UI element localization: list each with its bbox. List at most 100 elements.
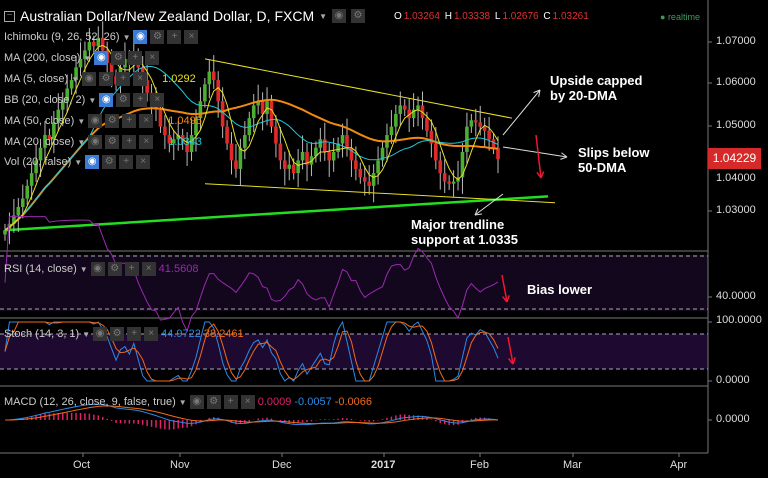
visibility-icon[interactable]: ◉ <box>85 155 100 169</box>
chevron-down-icon[interactable]: ▼ <box>178 397 187 407</box>
candle-body <box>447 181 451 184</box>
indicator-legend-row[interactable]: MA (20, close) ▼ ◉ ⚙ + × 1.0343 <box>4 135 202 149</box>
chevron-down-icon[interactable]: ▼ <box>122 32 131 42</box>
indicator-legend-row[interactable]: BB (20, close, 2) ▼ ◉ ⚙ + × <box>4 93 179 107</box>
plus-icon[interactable]: + <box>122 114 137 128</box>
plus-icon[interactable]: + <box>167 30 182 44</box>
arrow-down-rsi-head <box>501 296 508 303</box>
candle-body <box>314 147 318 157</box>
macd-hist-value: 0.0009 <box>257 396 292 408</box>
plus-icon[interactable]: + <box>122 135 137 149</box>
visibility-icon[interactable]: ◉ <box>99 93 114 107</box>
close-icon[interactable]: × <box>139 114 154 128</box>
gear-icon[interactable]: ⚙ <box>206 395 221 409</box>
stoch-legend[interactable]: Stoch (14, 3, 1) ▼ ◉ ⚙ + × 44.9722 38.2461 <box>4 327 244 341</box>
arrow-down-price-head <box>536 171 542 179</box>
chevron-down-icon[interactable]: ▼ <box>71 74 80 84</box>
candle-body <box>416 105 420 110</box>
candle-body <box>358 168 363 178</box>
close-icon[interactable]: × <box>150 93 165 107</box>
gear-icon[interactable]: ⚙ <box>102 155 117 169</box>
candle-body <box>362 177 367 182</box>
candle-body <box>398 105 403 114</box>
chevron-down-icon[interactable]: ▼ <box>319 11 328 21</box>
candle-body <box>478 122 483 127</box>
candle-body <box>194 118 198 136</box>
low-value: 1.02676 <box>502 11 539 22</box>
rsi-legend[interactable]: RSI (14, close) ▼ ◉ ⚙ + × 41.5608 <box>4 262 198 276</box>
gear-icon[interactable]: ⚙ <box>110 327 125 341</box>
arrow-down-stoch-head <box>507 358 514 365</box>
visibility-icon[interactable]: ◉ <box>133 30 148 44</box>
plus-icon[interactable]: + <box>128 51 143 65</box>
annotation-bias: Bias lower <box>527 282 593 297</box>
plus-icon[interactable]: + <box>223 395 238 409</box>
open-label: O <box>394 11 402 22</box>
close-icon[interactable]: × <box>141 262 156 276</box>
chevron-down-icon[interactable]: ▼ <box>77 116 86 126</box>
visibility-icon[interactable]: ◉ <box>332 9 347 23</box>
close-icon[interactable]: × <box>136 155 151 169</box>
visibility-icon[interactable]: ◉ <box>189 395 204 409</box>
candle-body <box>331 151 336 161</box>
close-icon[interactable]: × <box>145 51 160 65</box>
candle-body <box>487 130 491 140</box>
close-icon[interactable]: × <box>133 72 148 86</box>
chevron-down-icon[interactable]: ▼ <box>83 53 92 63</box>
candle-body <box>411 109 416 119</box>
gear-icon[interactable]: ⚙ <box>99 72 114 86</box>
indicator-legend-row[interactable]: Vol (20, false) ▼ ◉ ⚙ + × <box>4 155 165 169</box>
y-tick: 1.04000 <box>716 172 756 184</box>
close-icon[interactable]: × <box>184 30 199 44</box>
candle-body <box>189 135 194 152</box>
candle-body <box>238 147 243 169</box>
visibility-icon[interactable]: ◉ <box>94 51 109 65</box>
candle-body <box>198 101 203 119</box>
candle-body <box>52 122 56 140</box>
gear-icon[interactable]: ⚙ <box>105 135 120 149</box>
plus-icon[interactable]: + <box>127 327 142 341</box>
macd-legend[interactable]: MACD (12, 26, close, 9, false, true) ▼ ◉ ⚙ +… <box>4 395 372 409</box>
plus-icon[interactable]: + <box>133 93 148 107</box>
chevron-down-icon[interactable]: ▼ <box>74 157 83 167</box>
chevron-down-icon[interactable]: ▼ <box>77 137 86 147</box>
candle-body <box>185 143 189 152</box>
plus-icon[interactable]: + <box>119 155 134 169</box>
visibility-icon[interactable]: ◉ <box>90 262 105 276</box>
annotation-slips: Slips below 50-DMA <box>578 145 650 175</box>
candle-body <box>491 139 496 148</box>
gear-icon[interactable]: ⚙ <box>116 93 131 107</box>
indicator-legend-row[interactable]: Ichimoku (9, 26, 52, 26) ▼ ◉ ⚙ + × <box>4 30 213 44</box>
chevron-down-icon[interactable]: ▼ <box>79 264 88 274</box>
visibility-icon[interactable]: ◉ <box>93 327 108 341</box>
chevron-down-icon[interactable]: ▼ <box>88 95 97 105</box>
collapse-icon[interactable]: − <box>4 10 15 22</box>
close-icon[interactable]: × <box>240 395 255 409</box>
candle-body <box>434 143 438 161</box>
stoch-k-value: 44.9722 <box>161 328 201 340</box>
candle-body <box>260 101 265 114</box>
indicator-legend-row[interactable]: MA (5, close) ▼ ◉ ⚙ + × 1.0292 <box>4 72 196 86</box>
close-icon[interactable]: × <box>144 327 159 341</box>
candle-body <box>287 164 292 169</box>
gear-icon[interactable]: ⚙ <box>150 30 165 44</box>
arrow-support-head <box>474 208 479 216</box>
gear-icon[interactable]: ⚙ <box>351 9 366 23</box>
gear-icon[interactable]: ⚙ <box>107 262 122 276</box>
high-value: 1.03338 <box>453 11 491 22</box>
plus-icon[interactable]: + <box>116 72 131 86</box>
chevron-down-icon[interactable]: ▼ <box>82 329 91 339</box>
visibility-icon[interactable]: ◉ <box>82 72 97 86</box>
indicator-legend-row[interactable]: MA (200, close) ▼ ◉ ⚙ + × <box>4 51 174 65</box>
indicator-legend-row[interactable]: MA (50, close) ▼ ◉ ⚙ + × 1.0495 <box>4 114 202 128</box>
arrow-down-rsi <box>501 274 508 303</box>
close-icon[interactable]: × <box>139 135 154 149</box>
close-label: C <box>543 11 551 22</box>
candle-body <box>496 147 500 160</box>
plus-icon[interactable]: + <box>124 262 139 276</box>
visibility-icon[interactable]: ◉ <box>88 135 103 149</box>
gear-icon[interactable]: ⚙ <box>105 114 120 128</box>
visibility-icon[interactable]: ◉ <box>88 114 103 128</box>
gear-icon[interactable]: ⚙ <box>111 51 126 65</box>
